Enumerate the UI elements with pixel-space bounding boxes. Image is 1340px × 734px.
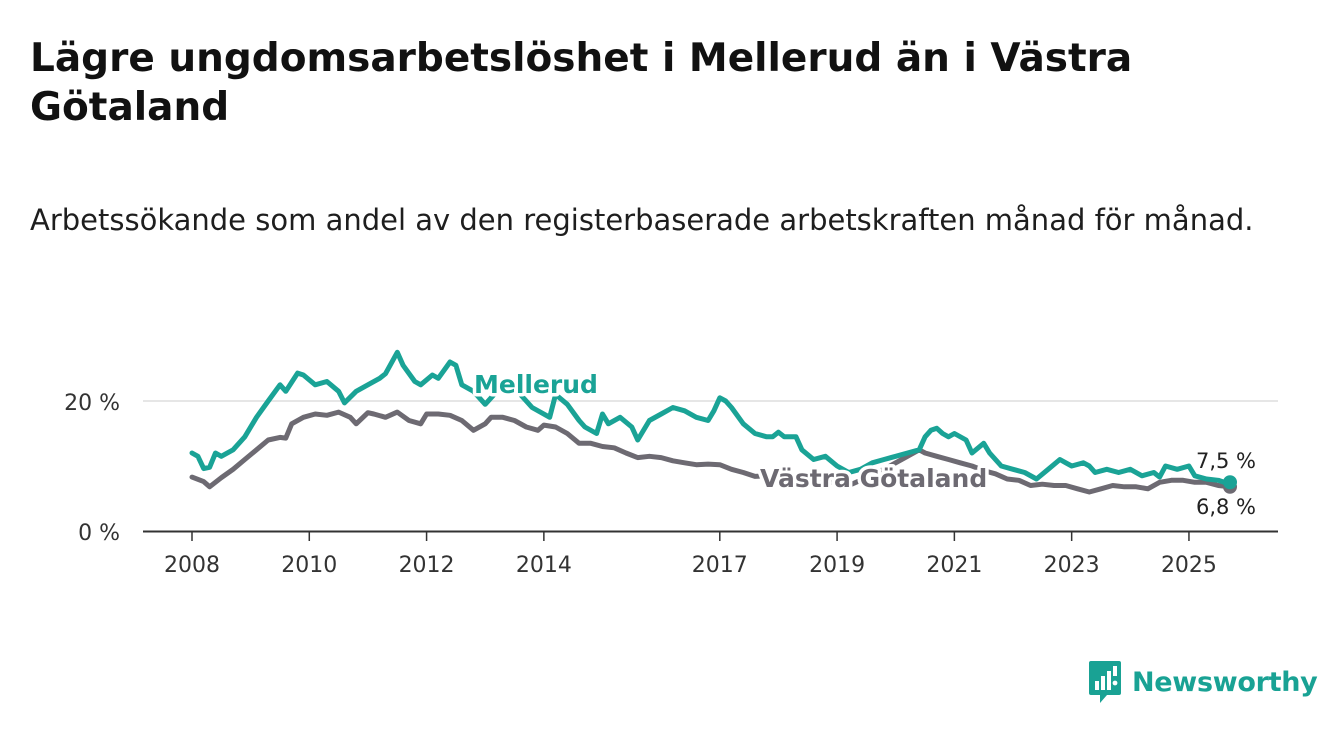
- chart-title: Lägre ungdomsarbetslöshet i Mellerud än …: [30, 36, 1133, 130]
- newsworthy-logo: Newsworthy: [1088, 660, 1318, 704]
- end-value-mellerud: 7,5 %: [1196, 449, 1256, 473]
- y-tick-label: 0 %: [78, 521, 120, 546]
- brand-name: Newsworthy: [1132, 666, 1318, 698]
- series-label-vastra-gotaland: Västra Götaland: [760, 464, 987, 493]
- chart-subtitle: Arbetssökande som andel av den registerb…: [30, 203, 1254, 237]
- newsworthy-logo-icon: [1089, 661, 1121, 703]
- x-tick-label: 2025: [1161, 553, 1217, 578]
- x-tick-label: 2019: [809, 553, 865, 578]
- x-tick-label: 2010: [281, 553, 337, 578]
- x-tick-label: 2012: [399, 553, 455, 578]
- x-tick-label: 2021: [926, 553, 982, 578]
- endpoint-mellerud: [1223, 475, 1237, 490]
- x-tick-label: 2008: [164, 553, 220, 578]
- series-line-vastra-gotaland: [189, 409, 1233, 495]
- x-tick-label: 2014: [516, 553, 572, 578]
- series-label-mellerud: Mellerud: [474, 370, 598, 399]
- series-line-mellerud: [189, 349, 1233, 485]
- end-value-vastra-gotaland: 6,8 %: [1196, 495, 1256, 519]
- y-tick-label: 20 %: [64, 391, 120, 416]
- x-tick-label: 2017: [692, 553, 748, 578]
- x-tick-label: 2023: [1044, 553, 1100, 578]
